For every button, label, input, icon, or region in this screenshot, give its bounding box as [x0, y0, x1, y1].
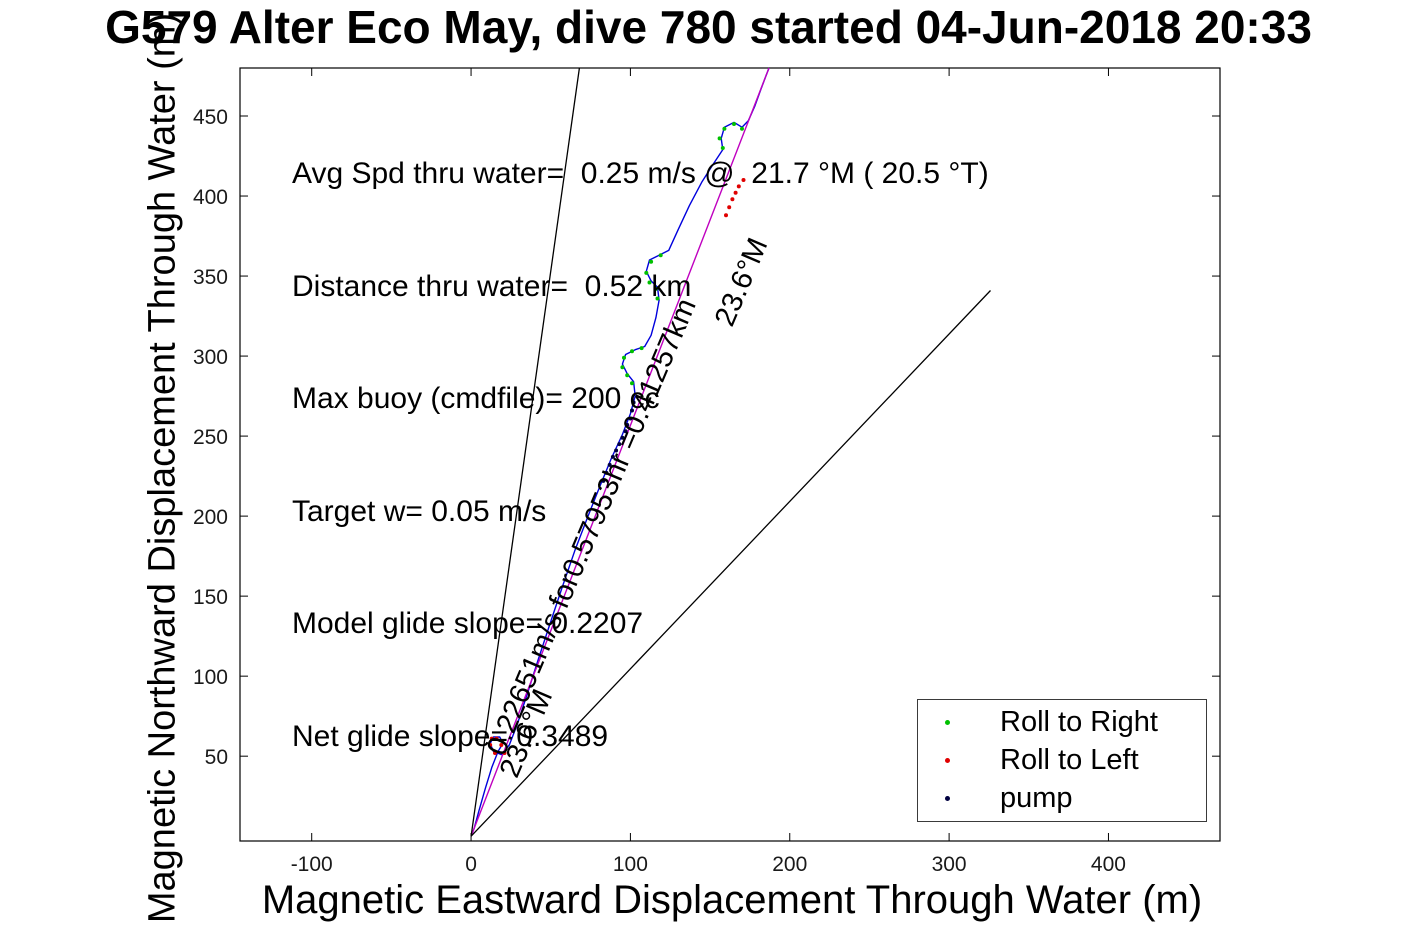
legend-entry-pump: pump	[918, 779, 1206, 817]
info-line-net-glide: Net glide slope= 0.3489	[292, 719, 609, 753]
x-tick-label: 400	[1091, 853, 1126, 876]
roll-to-left-marker-icon	[945, 758, 950, 763]
info-line-model-glide: Model glide slope= 0.2207	[292, 607, 644, 640]
roll-to-right-markers-dot	[630, 381, 634, 386]
bearing-line-steep	[470, 67, 581, 837]
roll-to-left-markers-dot	[724, 213, 728, 218]
roll-to-right-markers-dot	[653, 286, 658, 291]
bearing-line-shallow	[470, 290, 991, 837]
course-made-good-line	[470, 67, 770, 837]
roll-to-right-markers-dot	[722, 126, 727, 131]
x-tick-label: 100	[613, 853, 648, 876]
y-tick-label: 400	[193, 186, 228, 209]
legend: Roll to Right Roll to Left pump	[917, 699, 1207, 822]
y-tick-label: 350	[193, 266, 228, 289]
roll-to-right-markers-dot	[720, 146, 725, 150]
roll-to-left-markers-dot	[730, 197, 735, 202]
roll-to-right-markers-dot	[639, 346, 644, 351]
pump-markers-dot	[607, 462, 612, 467]
roll-to-right-markers-dot	[622, 355, 626, 360]
roll-to-right-markers-dot	[655, 296, 660, 301]
roll-to-right-markers-dot	[717, 136, 722, 141]
roll-to-left-markers-dot	[489, 736, 494, 741]
roll-to-left-markers-dot	[493, 751, 497, 755]
info-line-target-w: Target w= 0.05 m/s	[292, 494, 547, 528]
pump-markers-dot	[623, 429, 628, 434]
roll-to-right-markers-dot	[647, 280, 652, 285]
x-tick-label: 200	[772, 853, 807, 876]
pump-markers-dot	[625, 422, 630, 427]
roll-to-right-markers-dot	[620, 365, 625, 370]
x-axis-label: Magnetic Eastward Displacement Through W…	[261, 878, 1203, 922]
y-tick-label: 250	[193, 426, 228, 449]
legend-label-roll-to-right: Roll to Right	[1000, 706, 1158, 739]
roll-to-left-markers-dot	[499, 743, 504, 747]
roll-to-left-markers-dot	[736, 184, 741, 189]
pump-marker-icon	[945, 795, 950, 801]
info-box: Avg Spd thru water= 0.25 m/s @ 21.7 °M (…	[292, 80, 989, 830]
roll-to-left-markers-dot	[502, 751, 507, 755]
info-line-avg-speed: Avg Spd thru water= 0.25 m/s @ 21.7 °M (…	[292, 157, 989, 190]
x-tick-label: 300	[932, 853, 967, 876]
roll-to-left-markers-dot	[741, 178, 746, 182]
pump-markers-dot	[604, 470, 609, 475]
roll-to-right-markers-dot	[649, 259, 654, 264]
pump-markers-dot	[614, 448, 619, 453]
pump-markers-dot	[620, 435, 625, 440]
roll-to-right-markers-dot	[732, 122, 736, 126]
pump-markers-dot	[610, 454, 615, 459]
roll-to-right-markers-dot	[658, 253, 663, 258]
roll-to-right-markers-dot	[630, 349, 634, 354]
pump-markers-dot	[630, 408, 634, 413]
x-tick-label: 0	[465, 853, 477, 876]
y-tick-label: 150	[193, 586, 228, 609]
y-tick-label: 300	[193, 346, 228, 369]
roll-to-right-markers-dot	[625, 373, 630, 378]
roll-to-right-marker-icon	[945, 720, 950, 726]
roll-to-left-markers-dot	[733, 190, 738, 195]
y-axis-label: Magnetic Northward Displacement Through …	[141, 12, 184, 924]
pump-markers-dot	[628, 416, 633, 421]
legend-label-pump: pump	[1000, 781, 1073, 814]
y-tick-label: 450	[193, 106, 228, 129]
y-tick-label: 50	[205, 746, 228, 769]
pump-markers-dot	[631, 400, 636, 405]
roll-to-right-markers-dot	[644, 270, 649, 275]
x-tick-label: -100	[291, 853, 333, 876]
roll-to-right-markers-dot	[740, 126, 744, 131]
legend-label-roll-to-left: Roll to Left	[1000, 744, 1139, 776]
info-line-distance: Distance thru water= 0.52 km	[292, 269, 692, 303]
pump-markers-dot	[617, 442, 622, 447]
roll-to-left-markers-dot	[494, 736, 499, 741]
roll-to-left-markers-dot	[488, 743, 493, 747]
roll-to-left-markers-dot	[727, 205, 732, 210]
y-tick-label: 200	[193, 506, 228, 529]
pump-markers-dot	[601, 478, 606, 483]
axes-box	[239, 67, 1221, 842]
figure-title: G579 Alter Eco May, dive 780 started 04-…	[105, 1, 1312, 53]
info-line-max-buoy: Max buoy (cmdfile)= 200 cc	[292, 382, 660, 415]
legend-entry-roll-to-left: Roll to Left	[918, 742, 1206, 780]
y-tick-label: 100	[193, 666, 228, 689]
legend-entry-roll-to-right: Roll to Right	[918, 704, 1206, 742]
